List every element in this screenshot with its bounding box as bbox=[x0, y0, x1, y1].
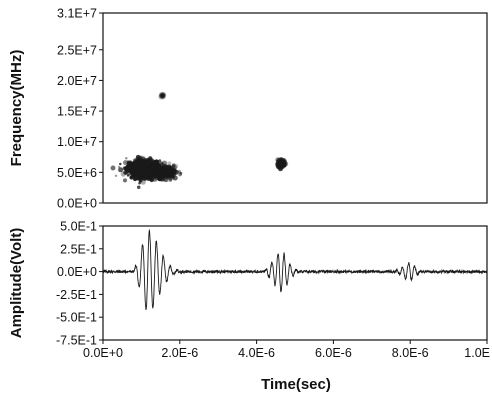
waveform-y-tick-label: 2.5E-1 bbox=[60, 242, 97, 256]
waveform-x-tick-label: 1.0E bbox=[464, 346, 490, 360]
spectrogram-y-tick-label: 0.0E+0 bbox=[57, 197, 97, 211]
spectrogram-y-tick-label: 2.0E+7 bbox=[57, 74, 97, 88]
waveform-y-ticks: 5.0E-1 2.5E-1 0.0E+0 -2.5E-1 -5.0E-1 -7.5E-1 bbox=[56, 220, 103, 348]
waveform-y-tick-label: -5.0E-1 bbox=[56, 311, 97, 325]
spectrogram-blob bbox=[275, 157, 289, 172]
spectrogram-y-tick-label: 3.1E+7 bbox=[57, 7, 97, 21]
spectrogram-y-tick-label: 1.0E+7 bbox=[57, 135, 97, 149]
waveform-y-tick-label: -2.5E-1 bbox=[56, 288, 97, 302]
waveform-frame bbox=[102, 225, 488, 341]
spectrogram-y-tick-label: 5.0E+6 bbox=[57, 166, 97, 180]
waveform-y-axis-label: Amplitude(Volt) bbox=[8, 228, 25, 339]
spectrogram-blobs bbox=[110, 91, 289, 189]
waveform-line bbox=[102, 229, 488, 311]
spectrogram-y-axis-label: Frequency(MHz) bbox=[8, 50, 25, 167]
spectrogram-y-ticks: 0.0E+0 5.0E+6 1.0E+7 1.5E+7 2.0E+7 2.5E+7 3.1E… bbox=[57, 7, 103, 211]
spectrogram-frame bbox=[102, 12, 488, 204]
spectrogram-blob bbox=[145, 161, 183, 183]
waveform-panel: 5.0E-12.5E-10.0E+0-2.5E-1-5.0E-1-7.5E-1 … bbox=[8, 220, 490, 394]
waveform-x-ticks: 0.0E+0 2.0E-6 4.0E-6 6.0E-6 8.0E-6 1.0E bbox=[83, 340, 490, 360]
waveform-y-tick-label: 0.0E+0 bbox=[57, 265, 97, 279]
waveform-x-tick-label: 8.0E-6 bbox=[392, 346, 429, 360]
waveform-x-tick-label: 4.0E-6 bbox=[238, 346, 275, 360]
waveform-x-tick-label: 6.0E-6 bbox=[315, 346, 352, 360]
spectrogram-panel: 0.0E+0 5.0E+6 1.0E+7 1.5E+7 2.0E+7 2.5E+7 3.1E… bbox=[8, 7, 488, 211]
x-axis-label: Time(sec) bbox=[261, 376, 331, 393]
spectrogram-y-tick-label: 2.5E+7 bbox=[57, 43, 97, 57]
waveform-x-tick-label: 0.0E+0 bbox=[83, 346, 123, 360]
waveform-y-tick-label: -7.5E-1 bbox=[56, 334, 97, 348]
spectrogram-blob bbox=[157, 91, 167, 100]
spectrogram-y-tick-label: 1.5E+7 bbox=[57, 105, 97, 119]
waveform-x-tick-label: 2.0E-6 bbox=[161, 346, 198, 360]
waveform-y-tick-label: 5.0E-1 bbox=[60, 220, 97, 234]
